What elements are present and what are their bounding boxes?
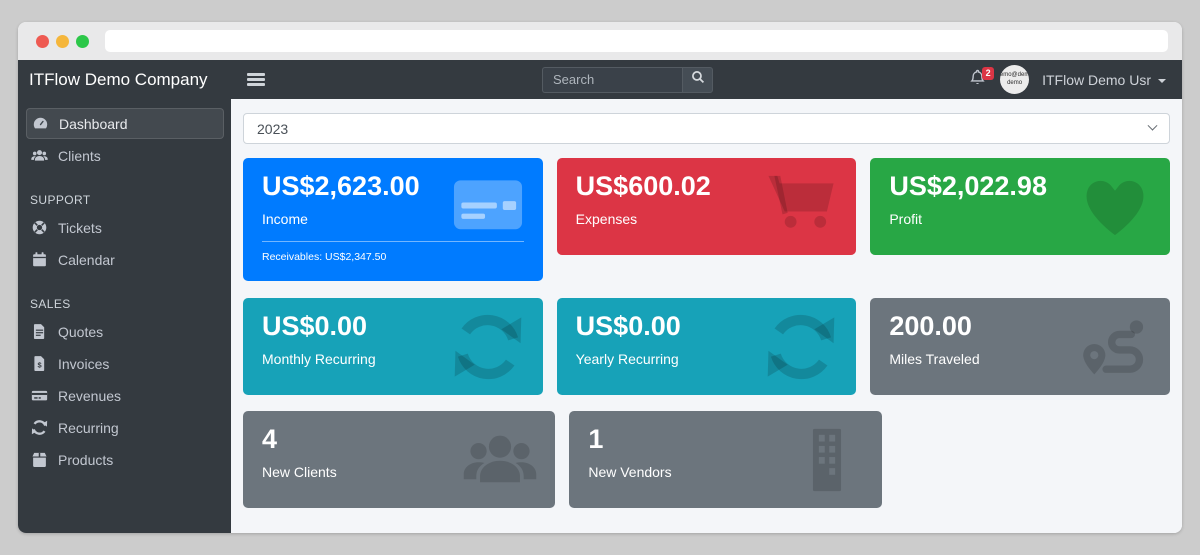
sidebar-toggle-button[interactable]	[247, 73, 265, 86]
users-icon	[460, 423, 540, 497]
avatar[interactable]: demo@demo demo	[1000, 65, 1030, 94]
sidebar-item-quotes[interactable]: Quotes	[18, 316, 231, 347]
card-miles-traveled[interactable]: 200.00 Miles Traveled	[870, 298, 1171, 396]
year-select-value: 2023	[257, 120, 289, 137]
browser-window: ITFlow Demo Company Dashboard	[18, 22, 1182, 533]
dashboard-content: 2023 US$2,623.00 Income	[231, 99, 1182, 533]
tachometer-icon	[31, 115, 49, 132]
search-icon	[691, 70, 705, 89]
sidebar-item-invoices[interactable]: $ Invoices	[18, 348, 231, 379]
card-monthly-recurring[interactable]: US$0.00 Monthly Recurring	[243, 298, 543, 396]
sidebar-item-tickets[interactable]: Tickets	[18, 212, 231, 243]
card-value: US$600.02	[575, 171, 711, 201]
user-name: ITFlow Demo Usr	[1042, 71, 1151, 88]
sidebar: ITFlow Demo Company Dashboard	[18, 60, 231, 533]
card-new-vendors[interactable]: 1 New Vendors	[569, 411, 882, 509]
notifications-button[interactable]: 2	[967, 66, 995, 91]
card-value: US$2,022.98	[889, 171, 1047, 201]
money-check-icon	[30, 387, 48, 404]
sync-icon	[761, 310, 841, 384]
sidebar-item-calendar[interactable]: Calendar	[18, 244, 231, 275]
brand-title[interactable]: ITFlow Demo Company	[29, 69, 208, 89]
card-label: New Vendors	[588, 464, 672, 481]
card-footer: Receivables: US$2,347.50	[262, 251, 387, 264]
maximize-window-button[interactable]	[76, 34, 89, 48]
search-input[interactable]	[542, 66, 682, 93]
sidebar-item-label: Dashboard	[59, 115, 128, 132]
card-yearly-recurring[interactable]: US$0.00 Yearly Recurring	[556, 298, 857, 396]
minimize-window-button[interactable]	[56, 34, 69, 48]
sidebar-item-label: Tickets	[58, 219, 102, 236]
credit-card-icon	[448, 170, 528, 244]
card-value: US$2,623.00	[262, 171, 420, 201]
shopping-cart-icon	[761, 170, 841, 244]
card-value: US$0.00	[262, 311, 368, 342]
sidebar-item-label: Calendar	[58, 251, 115, 268]
chevron-down-icon	[1147, 120, 1158, 131]
card-label: Yearly Recurring	[575, 351, 679, 368]
card-divider	[262, 241, 524, 243]
bell-icon	[969, 68, 986, 91]
avatar-text: demo	[1007, 79, 1023, 86]
calendar-icon	[30, 251, 48, 268]
caret-down-icon	[1158, 78, 1166, 83]
card-income[interactable]: US$2,623.00 Income Receivables: US$2,34	[243, 158, 543, 282]
navbar-search	[542, 66, 713, 93]
file-lines-icon	[30, 323, 48, 340]
year-select[interactable]: 2023	[243, 113, 1170, 144]
search-button[interactable]	[682, 66, 713, 93]
sidebar-item-products[interactable]: Products	[18, 444, 231, 475]
card-value: 1	[588, 424, 604, 455]
card-expenses[interactable]: US$600.02 Expenses	[556, 158, 857, 255]
heart-icon	[1075, 170, 1155, 244]
sidebar-item-recurring[interactable]: Recurring	[18, 412, 231, 443]
card-new-clients[interactable]: 4 New Clients	[243, 411, 556, 509]
card-label: Profit	[889, 211, 923, 228]
card-value: US$0.00	[575, 311, 681, 342]
sidebar-item-label: Quotes	[58, 323, 104, 340]
avatar-text: demo@demo	[1000, 71, 1030, 78]
life-ring-icon	[30, 219, 48, 236]
sidebar-item-dashboard[interactable]: Dashboard	[26, 108, 224, 139]
sidebar-item-label: Revenues	[58, 387, 122, 404]
card-label: Miles Traveled	[889, 351, 980, 368]
card-label: Monthly Recurring	[262, 351, 376, 368]
sidebar-item-label: Recurring	[58, 419, 119, 436]
box-icon	[30, 451, 48, 468]
building-icon	[787, 423, 867, 497]
card-label: Income	[262, 211, 308, 228]
notification-badge: 2	[982, 66, 995, 80]
svg-text:$: $	[37, 360, 42, 369]
user-dropdown[interactable]: ITFlow Demo Usr	[1042, 72, 1166, 88]
sidebar-section-support: SUPPORT	[30, 193, 91, 207]
card-profit[interactable]: US$2,022.98 Profit	[870, 158, 1171, 255]
card-value: 200.00	[889, 311, 972, 342]
sidebar-item-label: Products	[58, 451, 114, 468]
sync-icon	[30, 419, 48, 436]
sidebar-menu: Dashboard Clients SUPPORT	[18, 99, 231, 476]
close-window-button[interactable]	[36, 34, 49, 48]
sidebar-section-sales: SALES	[30, 297, 71, 311]
users-icon	[30, 147, 48, 164]
sidebar-item-label: Invoices	[58, 355, 110, 372]
sidebar-item-clients[interactable]: Clients	[18, 140, 231, 171]
sync-icon	[448, 310, 528, 384]
sidebar-item-revenues[interactable]: Revenues	[18, 380, 231, 411]
address-bar[interactable]	[105, 30, 1168, 52]
card-label: New Clients	[262, 464, 337, 481]
file-invoice-dollar-icon: $	[30, 355, 48, 372]
sidebar-item-label: Clients	[58, 147, 101, 164]
card-value: 4	[262, 424, 278, 455]
top-navbar: 2 demo@demo demo ITFlow Demo Usr	[231, 60, 1182, 99]
browser-chrome	[18, 22, 1182, 60]
route-icon	[1075, 310, 1155, 384]
card-label: Expenses	[575, 211, 638, 228]
traffic-lights	[36, 34, 89, 48]
